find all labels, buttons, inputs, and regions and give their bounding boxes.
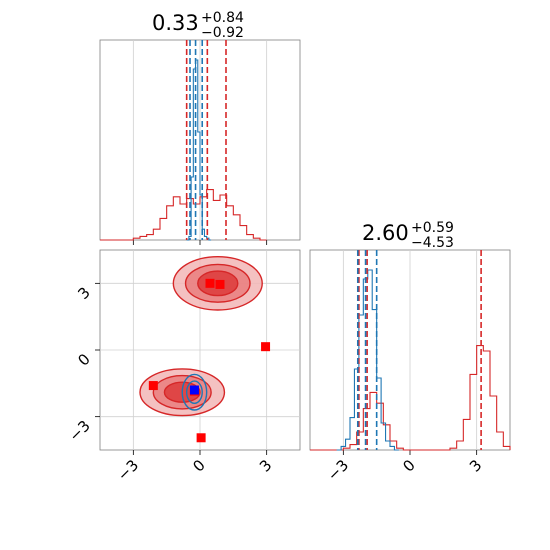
title-top-left: 0.33 +0.84 −0.92 bbox=[152, 10, 244, 41]
red-square-marker bbox=[196, 433, 206, 443]
histogram-step-series bbox=[310, 345, 511, 451]
panel-top-left-histogram bbox=[99, 39, 301, 245]
title-lower: −0.92 bbox=[201, 25, 244, 41]
histogram-step-series bbox=[336, 269, 399, 451]
title-value: 2.60 bbox=[362, 221, 409, 245]
title-lower: −4.53 bbox=[411, 235, 454, 251]
blue-square-marker bbox=[189, 385, 199, 395]
title-upper: +0.59 bbox=[411, 220, 454, 236]
red-square-marker bbox=[215, 279, 225, 289]
red-square-marker bbox=[148, 381, 158, 391]
title-upper: +0.84 bbox=[201, 10, 244, 26]
blue-contour bbox=[181, 373, 208, 411]
red-square-marker bbox=[205, 278, 215, 288]
title-value: 0.33 bbox=[152, 11, 199, 35]
red-square-marker bbox=[261, 342, 271, 352]
title-bottom-right: 2.60 +0.59 −4.53 bbox=[362, 220, 454, 251]
histogram-step-series bbox=[186, 59, 212, 241]
blue-contour bbox=[185, 380, 203, 405]
